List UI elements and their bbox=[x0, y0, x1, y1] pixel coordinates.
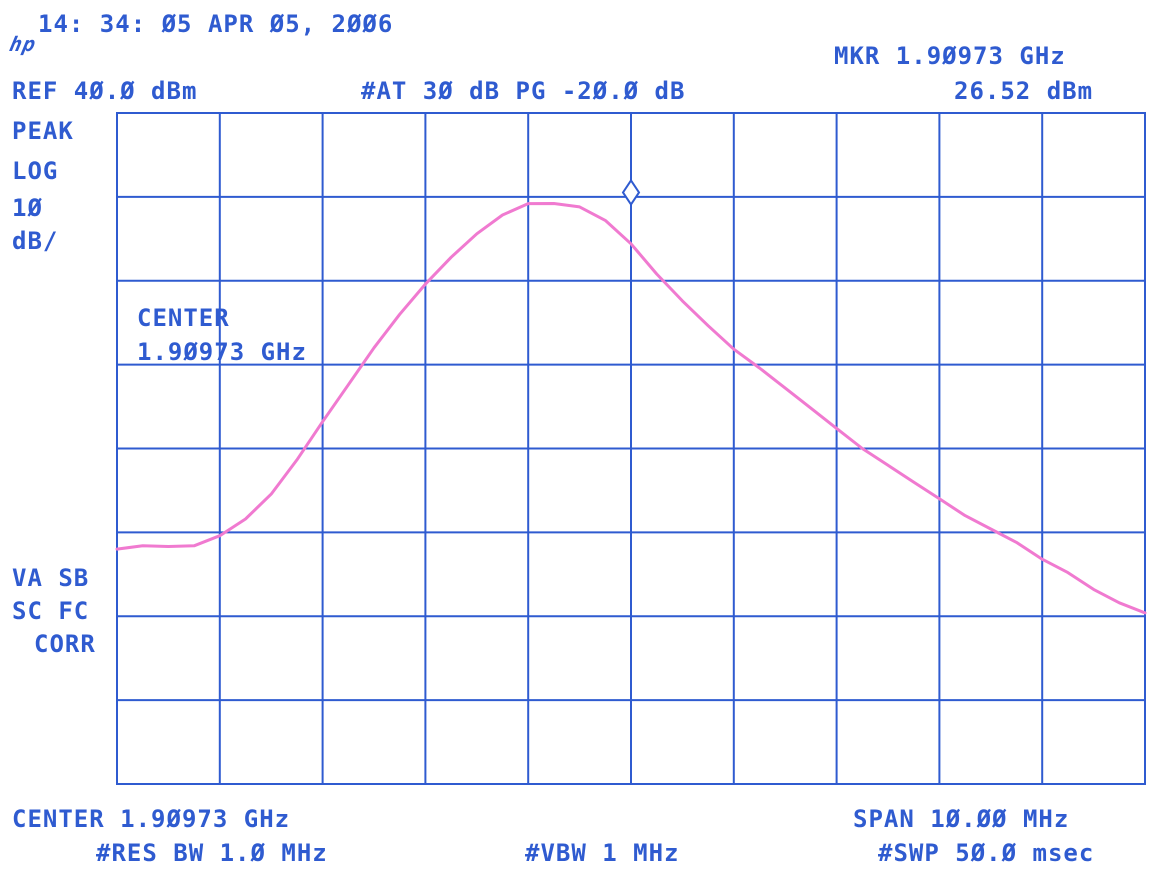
trace-point bbox=[578, 206, 580, 208]
trace-point bbox=[321, 420, 323, 422]
flags-line-2: SC FC bbox=[12, 597, 90, 625]
center-annotation-label: CENTER bbox=[137, 304, 230, 332]
scale-type-label: LOG bbox=[12, 157, 59, 185]
trace-point bbox=[527, 202, 529, 204]
trace-point bbox=[604, 219, 606, 221]
trace-point bbox=[733, 348, 735, 350]
center-annotation-value: 1.9Ø973 GHz bbox=[137, 338, 307, 366]
trace-point bbox=[1118, 602, 1120, 604]
trace-point bbox=[758, 367, 760, 369]
trace-point bbox=[784, 387, 786, 389]
trace-point bbox=[116, 548, 118, 550]
trace-point bbox=[347, 384, 349, 386]
trace-point bbox=[835, 427, 837, 429]
trace-point bbox=[193, 545, 195, 547]
trace-point bbox=[244, 518, 246, 520]
resolution-bandwidth: #RES BW 1.Ø MHz bbox=[96, 839, 328, 867]
trace-point bbox=[681, 300, 683, 302]
trace-point bbox=[553, 202, 555, 204]
trace-point bbox=[656, 273, 658, 275]
trace-point bbox=[938, 498, 940, 500]
trace-point bbox=[501, 214, 503, 216]
sweep-time: #SWP 5Ø.Ø msec bbox=[878, 839, 1095, 867]
trace-point bbox=[296, 459, 298, 461]
flags-line-3: CORR bbox=[34, 630, 96, 658]
trace-point bbox=[1092, 588, 1094, 590]
marker-frequency: MKR 1.9Ø973 GHz bbox=[834, 42, 1066, 70]
trace-point bbox=[450, 256, 452, 258]
trace-point bbox=[707, 325, 709, 327]
trace-point bbox=[810, 407, 812, 409]
marker-level: 26.52 dBm bbox=[954, 77, 1094, 105]
trace-point bbox=[861, 447, 863, 449]
marker-diamond-icon bbox=[621, 178, 641, 207]
trace-point bbox=[1067, 571, 1069, 573]
trace-point bbox=[1144, 612, 1146, 614]
span: SPAN 1Ø.ØØ MHz bbox=[853, 805, 1070, 833]
hp-logo: hp bbox=[7, 32, 39, 56]
trace-point bbox=[1015, 541, 1017, 543]
trace-point bbox=[964, 514, 966, 516]
flags-line-1: VA SB bbox=[12, 564, 90, 592]
trace-point bbox=[142, 545, 144, 547]
trace-point bbox=[399, 313, 401, 315]
scale-value-label: 1Ø bbox=[12, 194, 43, 222]
trace-point bbox=[630, 243, 632, 245]
trace-point bbox=[270, 493, 272, 495]
spectrum-trace bbox=[115, 202, 1147, 615]
trace-point bbox=[990, 528, 992, 530]
center-frequency: CENTER 1.9Ø973 GHz bbox=[12, 805, 291, 833]
trace-point bbox=[219, 535, 221, 537]
scale-unit-label: dB/ bbox=[12, 227, 59, 255]
trace-point bbox=[1041, 558, 1043, 560]
video-bandwidth: #VBW 1 MHz bbox=[525, 839, 680, 867]
trace-point bbox=[424, 283, 426, 285]
trace-point bbox=[373, 347, 375, 349]
trace-point bbox=[887, 464, 889, 466]
mode-label: PEAK bbox=[12, 117, 74, 145]
trace-point bbox=[167, 545, 169, 547]
timestamp: 14: 34: Ø5 APR Ø5, 2ØØ6 bbox=[38, 10, 394, 38]
trace-point bbox=[913, 481, 915, 483]
trace-point bbox=[476, 233, 478, 235]
reference-level: REF 4Ø.Ø dBm bbox=[12, 77, 198, 105]
attenuation-gain: #AT 3Ø dB PG -2Ø.Ø dB bbox=[361, 77, 686, 105]
